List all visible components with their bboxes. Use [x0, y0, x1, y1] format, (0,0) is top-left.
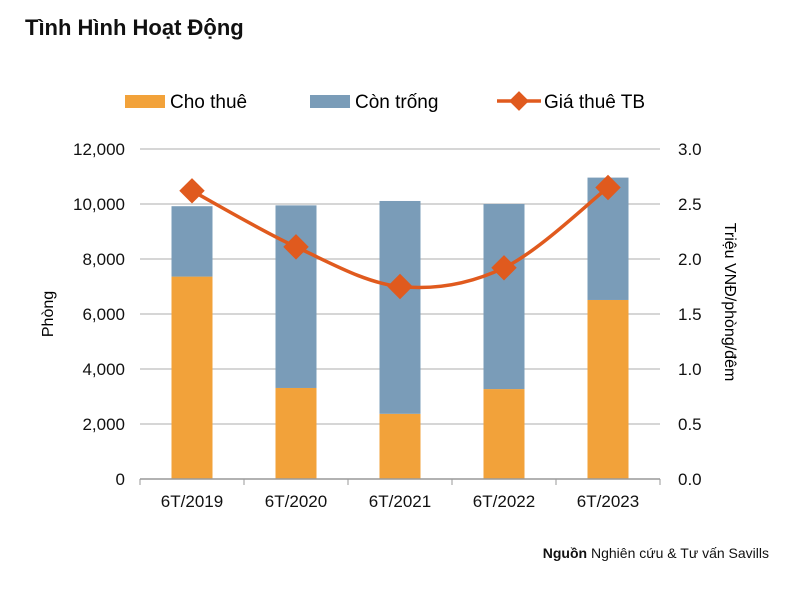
bar-còn-trống: [483, 204, 525, 390]
line-point-diamond: [491, 255, 517, 281]
y-tick-label: 0: [116, 470, 125, 489]
y-tick-label: 8,000: [82, 250, 125, 269]
legend-label: Giá thuê TB: [544, 92, 645, 113]
line-point-diamond: [283, 234, 309, 260]
y-axis-label: Phòng: [40, 291, 57, 337]
x-tick-label: 6T/2022: [473, 492, 535, 511]
line-point-diamond: [179, 178, 205, 204]
legend-label: Còn trống: [355, 92, 438, 113]
x-tick-label: 6T/2019: [161, 492, 223, 511]
source-label: Nguồn: [542, 545, 588, 561]
legend-swatch: [310, 95, 350, 108]
bar-còn-trống: [379, 200, 421, 414]
y-tick-label: 6,000: [82, 305, 125, 324]
source-text: Nghiên cứu & Tư vấn Savills: [587, 545, 769, 561]
y-tick-label: 2,000: [82, 415, 125, 434]
bar-cho-thuê: [483, 389, 525, 479]
y-right-tick-label: 2.0: [678, 250, 702, 269]
bar-còn-trống: [275, 205, 317, 388]
bar-cho-thuê: [171, 276, 213, 479]
chart-title: Tình Hình Hoạt Động: [25, 15, 244, 40]
legend-label: Cho thuê: [170, 92, 247, 113]
y-right-tick-label: 3.0: [678, 140, 702, 159]
x-tick-label: 6T/2021: [369, 492, 431, 511]
y-right-axis-label: Triệu VNĐ/phòng/đêm: [721, 223, 738, 382]
x-tick-label: 6T/2023: [577, 492, 639, 511]
y-right-tick-label: 1.0: [678, 360, 702, 379]
line-point-diamond: [595, 174, 621, 201]
x-tick-label: 6T/2020: [265, 492, 327, 511]
bar-cho-thuê: [275, 387, 317, 479]
bar-còn-trống: [171, 206, 213, 277]
y-right-tick-label: 0.5: [678, 415, 702, 434]
y-tick-label: 10,000: [73, 195, 125, 214]
y-right-tick-label: 1.5: [678, 305, 702, 324]
line-point-diamond: [387, 273, 413, 300]
bar-cho-thuê: [587, 299, 629, 479]
y-tick-label: 12,000: [73, 140, 125, 159]
source-note: Nguồn Nghiên cứu & Tư vấn Savills: [543, 545, 769, 561]
y-tick-label: 4,000: [82, 360, 125, 379]
y-right-tick-label: 2.5: [678, 195, 702, 214]
y-right-tick-label: 0.0: [678, 470, 702, 489]
bar-cho-thuê: [379, 413, 421, 479]
legend-swatch: [125, 95, 165, 108]
legend-diamond-icon: [509, 91, 529, 111]
